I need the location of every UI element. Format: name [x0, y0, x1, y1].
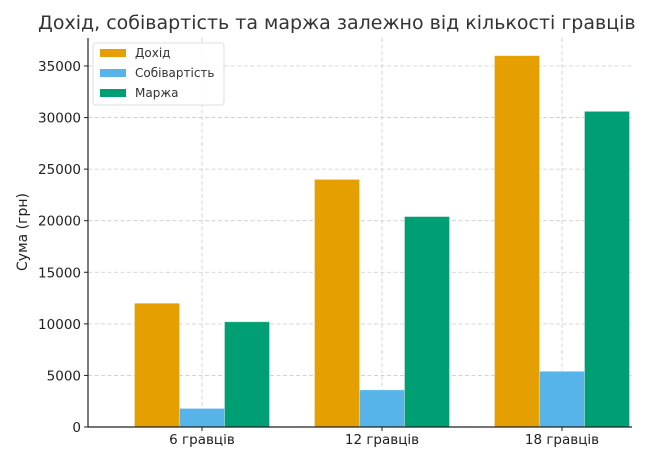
bar-revenue — [494, 55, 540, 428]
y-tick-label: 5000 — [47, 368, 81, 384]
axes — [87, 38, 632, 428]
bar-cost — [179, 408, 225, 428]
chart-title: Дохід, собівартість та маржа залежно від… — [38, 12, 636, 34]
y-tick-label: 20000 — [38, 214, 81, 230]
bar-cost — [359, 389, 405, 428]
legend: Дохід Собівартість Маржа — [92, 42, 225, 106]
y-tick-label: 15000 — [38, 265, 81, 281]
y-tick-label: 35000 — [38, 59, 81, 75]
bar-cost — [539, 370, 585, 428]
bar-margin — [584, 110, 630, 428]
legend-label: Собівартість — [135, 66, 214, 80]
y-tick-label: 10000 — [38, 317, 81, 333]
legend-swatch — [100, 69, 126, 77]
x-tick-label: 6 гравців — [169, 432, 235, 448]
bar-revenue — [314, 179, 360, 428]
y-tick-label: 25000 — [38, 162, 81, 178]
bar-revenue — [134, 302, 180, 428]
x-ticks: 6 гравців 12 гравців 18 гравців — [169, 427, 599, 448]
y-tick-label: 0 — [72, 420, 81, 436]
legend-label: Дохід — [135, 46, 170, 60]
bar-margin — [224, 321, 270, 428]
y-ticks: 0 5000 10000 15000 20000 25000 30000 35000 — [38, 59, 88, 436]
bars — [134, 55, 630, 428]
bar-margin — [404, 216, 450, 428]
x-tick-label: 18 гравців — [525, 432, 599, 448]
legend-swatch — [100, 49, 126, 57]
legend-label: Маржа — [135, 86, 179, 100]
y-tick-label: 30000 — [38, 111, 81, 127]
legend-swatch — [100, 89, 126, 97]
x-tick-label: 12 гравців — [345, 432, 419, 448]
y-axis-label: Сума (грн) — [15, 193, 31, 271]
